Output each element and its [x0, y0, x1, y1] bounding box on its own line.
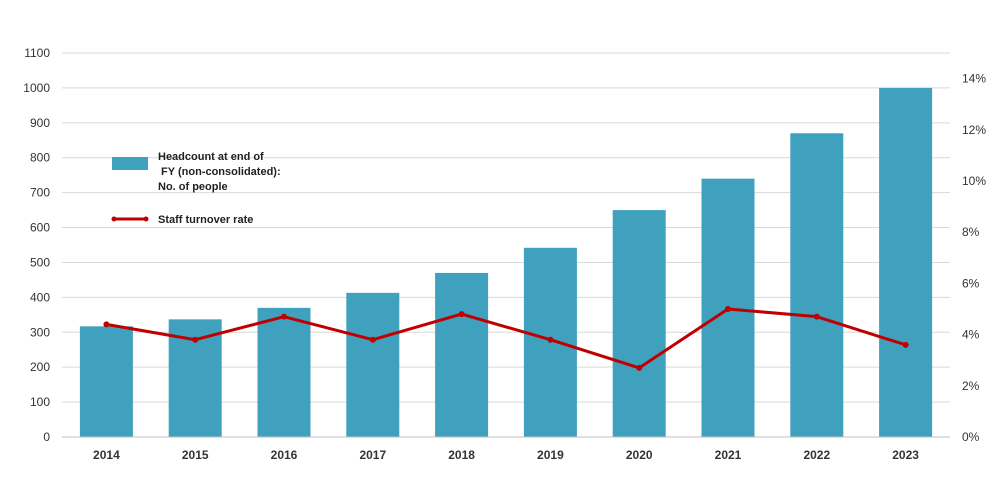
- x-tick-label: 2015: [182, 448, 209, 462]
- right-tick-label: 8%: [962, 225, 980, 239]
- left-tick-label: 1100: [24, 46, 50, 60]
- right-tick-label: 2%: [962, 379, 980, 393]
- legend-label-turnover: Staff turnover rate: [158, 214, 253, 226]
- right-tick-label: 14%: [962, 72, 986, 86]
- line-point: [547, 336, 554, 343]
- line-point: [369, 336, 376, 343]
- legend-label-headcount: Headcount at end of: [158, 151, 264, 163]
- left-tick-label: 800: [30, 151, 50, 165]
- x-tick-label: 2019: [537, 448, 564, 462]
- left-tick-label: 300: [30, 325, 50, 339]
- line-point: [725, 306, 731, 312]
- right-tick-label: 0%: [962, 430, 980, 444]
- x-tick-label: 2014: [93, 448, 120, 462]
- right-tick-label: 10%: [962, 174, 986, 188]
- line-point: [192, 336, 199, 343]
- left-y-axis: 0 100 200 300 400 500 600 700 800 900 1000 1100: [23, 46, 50, 444]
- bar: [879, 87, 933, 437]
- headcount-bars: [79, 87, 933, 438]
- left-tick-label: 100: [30, 395, 50, 409]
- bar: [346, 292, 400, 437]
- x-tick-label: 2023: [892, 448, 919, 462]
- left-tick-label: 700: [30, 186, 50, 200]
- legend-label-headcount: FY (non-consolidated):: [158, 166, 281, 178]
- x-tick-label: 2022: [803, 448, 830, 462]
- left-tick-label: 500: [30, 255, 50, 269]
- legend-label-headcount: No. of people: [158, 181, 228, 193]
- turnover-line: [103, 306, 909, 371]
- legend-marker: [111, 216, 117, 222]
- bar: [612, 210, 666, 437]
- line-point: [281, 313, 287, 320]
- line-point: [458, 311, 465, 318]
- right-y-axis: 0% 2% 4% 6% 8% 10% 12% 14%: [962, 72, 986, 444]
- bar: [435, 272, 489, 437]
- left-tick-label: 600: [30, 221, 50, 235]
- left-tick-label: 0: [43, 430, 50, 444]
- left-tick-label: 200: [30, 360, 50, 374]
- x-tick-label: 2021: [715, 448, 742, 462]
- x-axis: 2014 2015 2016 2017 2018 2019 2020 2021 2022 2023: [62, 436, 950, 462]
- legend-marker: [143, 216, 149, 222]
- bar: [79, 326, 133, 437]
- line-point: [103, 321, 110, 328]
- turnover-line-path: [106, 307, 907, 370]
- left-tick-label: 900: [30, 116, 50, 130]
- line-point: [636, 364, 643, 371]
- right-tick-label: 4%: [962, 328, 980, 342]
- legend-swatch-headcount: [112, 157, 148, 170]
- x-tick-label: 2020: [626, 448, 653, 462]
- legend: Headcount at end of FY (non-consolidated…: [111, 151, 281, 226]
- bar: [790, 133, 844, 438]
- right-tick-label: 12%: [962, 123, 986, 137]
- line-point: [902, 341, 909, 348]
- right-tick-label: 6%: [962, 276, 980, 290]
- line-point: [813, 313, 820, 320]
- left-tick-label: 1000: [23, 81, 50, 95]
- x-tick-label: 2017: [359, 448, 386, 462]
- bar: [257, 307, 311, 437]
- left-tick-label: 400: [30, 290, 50, 304]
- x-tick-label: 2016: [271, 448, 298, 462]
- x-tick-label: 2018: [448, 448, 475, 462]
